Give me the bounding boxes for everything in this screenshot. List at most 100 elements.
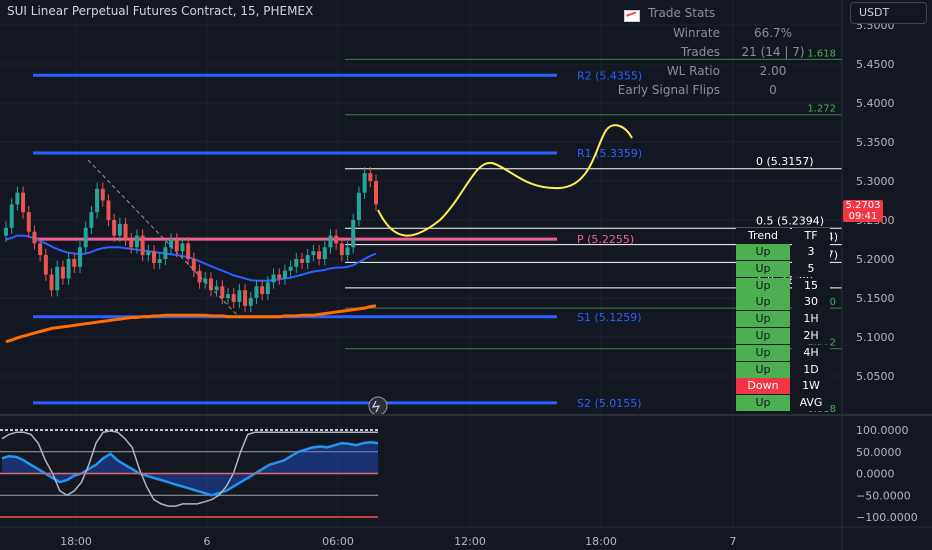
candle-body — [237, 290, 242, 302]
trend-row: Up AVG — [736, 395, 830, 412]
candle-body — [117, 223, 122, 236]
trend-header: Trend — [736, 228, 790, 244]
candle-body — [208, 278, 213, 291]
trend-value: Up — [736, 260, 790, 277]
trend-row: Up 1D — [736, 361, 830, 378]
trend-row: Up 2H — [736, 328, 830, 344]
x-tick-label: 6 — [204, 535, 211, 548]
candle-body — [345, 247, 350, 256]
candle-body — [282, 270, 287, 279]
trend-value: Up — [736, 361, 790, 378]
fib-level-label: 0.5 (5.2394) — [756, 214, 824, 227]
pivot-label: R1 (5.3359) — [577, 147, 642, 160]
y-tick-label: 5.3500 — [856, 136, 895, 149]
pivot-label: S2 (5.0155) — [577, 397, 642, 410]
candle-body — [191, 259, 196, 271]
candle-body — [368, 173, 373, 181]
candle-body — [66, 259, 71, 279]
candle-body — [100, 188, 105, 201]
candle-body — [21, 192, 26, 213]
y-tick-label: 5.1500 — [856, 292, 895, 305]
y-tick-label: 5.1000 — [856, 331, 895, 344]
candle-body — [288, 266, 293, 271]
osc-line — [1, 440, 379, 497]
candle-body — [374, 181, 378, 205]
x-tick-label: 7 — [730, 535, 737, 548]
trend-value: Up — [736, 395, 790, 412]
projection-drawing — [377, 124, 633, 237]
stat-label: Early Signal Flips — [617, 83, 720, 97]
trend-row: Up 15 — [736, 277, 830, 294]
pivot-label: R2 (5.4355) — [577, 69, 642, 82]
trade-stats-icon — [624, 10, 640, 22]
timeframe-value: 1D — [792, 361, 830, 378]
candle-body — [123, 223, 128, 240]
pivot-label: P (5.2255) — [577, 233, 634, 246]
y-tick-label: 5.4500 — [856, 58, 895, 71]
candle-body — [163, 247, 168, 259]
timeframe-value: 30 — [792, 294, 830, 311]
candle-body — [226, 294, 230, 298]
y-tick-label: 5.0500 — [856, 370, 895, 383]
candle-body — [322, 247, 327, 259]
candle-body — [60, 266, 65, 279]
osc-y-tick-label: 100.0000 — [856, 424, 909, 437]
timeframe-value: 2H — [792, 328, 830, 344]
bar-countdown: 09:41 — [848, 211, 878, 222]
y-tick-label: 5.3000 — [856, 175, 895, 188]
y-tick-label: 5.4000 — [856, 97, 895, 110]
trend-row: Up 1H — [736, 311, 830, 328]
candle-body — [89, 212, 94, 228]
currency-selector[interactable]: USDT — [850, 2, 927, 24]
timeframe-value: 5 — [792, 260, 830, 277]
current-price-tag: 5.2703 09:41 — [843, 200, 883, 222]
pivot-label: S1 (5.1259) — [577, 311, 642, 324]
timeframe-value: 1W — [792, 378, 830, 395]
candle-body — [339, 243, 344, 256]
candle-body — [43, 255, 48, 275]
trend-row: Up 3 — [736, 244, 830, 260]
fib-ext-label: 1.272 — [807, 104, 836, 115]
chart-title: SUI Linear Perpetual Futures Contract, 1… — [7, 4, 314, 18]
candle-body — [174, 239, 179, 252]
candle-body — [4, 227, 8, 236]
flash-icon — [371, 400, 381, 413]
stat-value: 66.7% — [753, 26, 793, 40]
ma-orange-line — [5, 304, 377, 344]
candle-body — [55, 266, 60, 291]
fib-ext-label: 1.618 — [807, 48, 836, 59]
candle-body — [248, 298, 253, 306]
trend-row: Down 1W — [736, 378, 830, 395]
timeframe-value: AVG — [792, 395, 830, 412]
candle-body — [214, 286, 219, 291]
stat-value: 0 — [769, 83, 777, 97]
stat-label: Winrate — [673, 26, 720, 40]
timeframe-value: 4H — [792, 344, 830, 361]
candle-body — [356, 192, 361, 220]
candle-body — [72, 259, 77, 267]
trend-row: Up 30 — [736, 294, 830, 311]
stat-value: 21 (14 | 7) — [741, 45, 805, 59]
candle-body — [186, 243, 191, 259]
current-price: 5.2703 — [845, 200, 881, 211]
x-tick-label: 06:00 — [322, 535, 354, 548]
candle-body — [112, 220, 117, 236]
candle-body — [220, 286, 225, 298]
trend-value: Up — [736, 244, 790, 260]
y-tick-label: 5.2000 — [856, 253, 895, 266]
trend-row: Up 4H — [736, 344, 830, 361]
trend-value: Up — [736, 311, 790, 328]
candle-body — [180, 243, 185, 252]
candle-body — [129, 239, 134, 248]
trend-line — [87, 159, 241, 319]
trade-stats-title: Trade Stats — [648, 6, 716, 20]
trend-value: Up — [736, 277, 790, 294]
candle-body — [203, 278, 208, 283]
candle-body — [49, 274, 54, 291]
candle-body — [146, 251, 151, 256]
candle-body — [277, 274, 282, 279]
trend-value: Down — [736, 378, 790, 395]
stat-value: 2.00 — [759, 64, 787, 78]
stat-label: WL Ratio — [666, 64, 720, 78]
stat-label: Trades — [680, 45, 720, 59]
